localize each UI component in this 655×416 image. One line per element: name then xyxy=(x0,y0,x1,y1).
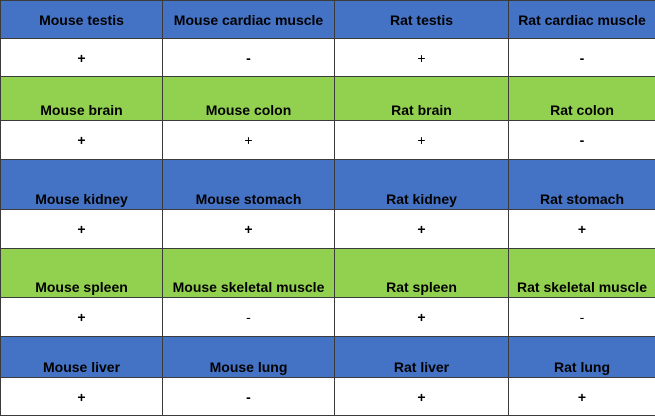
tissue-label: Mouse skeletal muscle xyxy=(163,249,335,298)
expression-value: + xyxy=(335,121,509,160)
tissue-label: Rat skeletal muscle xyxy=(509,249,655,298)
tissue-label: Rat spleen xyxy=(335,249,509,298)
expression-value: + xyxy=(335,39,509,77)
label-row-1: Mouse testis Mouse cardiac muscle Rat te… xyxy=(1,1,655,39)
expression-value: + xyxy=(1,378,163,416)
tissue-label: Rat brain xyxy=(335,77,509,121)
expression-value: + xyxy=(335,378,509,416)
expression-value: + xyxy=(509,378,655,416)
tissue-label: Rat stomach xyxy=(509,160,655,210)
tissue-label: Rat kidney xyxy=(335,160,509,210)
tissue-label: Mouse brain xyxy=(1,77,163,121)
tissue-label: Mouse spleen xyxy=(1,249,163,298)
label-row-4: Mouse spleen Mouse skeletal muscle Rat s… xyxy=(1,249,655,298)
label-row-3: Mouse kidney Mouse stomach Rat kidney Ra… xyxy=(1,160,655,210)
value-row-4: + - + - xyxy=(1,298,655,337)
tissue-label: Mouse stomach xyxy=(163,160,335,210)
expression-value: + xyxy=(1,121,163,160)
tissue-label: Mouse lung xyxy=(163,337,335,378)
expression-value: - xyxy=(163,39,335,77)
expression-value: - xyxy=(509,121,655,160)
tissue-label: Rat cardiac muscle xyxy=(509,1,655,39)
tissue-label: Rat testis xyxy=(335,1,509,39)
value-row-2: + + + - xyxy=(1,121,655,160)
tissue-label: Mouse colon xyxy=(163,77,335,121)
value-row-5: + - + + xyxy=(1,378,655,416)
expression-value: + xyxy=(1,298,163,337)
tissue-label: Mouse liver xyxy=(1,337,163,378)
tissue-label: Rat lung xyxy=(509,337,655,378)
expression-value: + xyxy=(1,39,163,77)
label-row-5: Mouse liver Mouse lung Rat liver Rat lun… xyxy=(1,337,655,378)
tissue-label: Mouse kidney xyxy=(1,160,163,210)
value-row-3: + + + + xyxy=(1,210,655,249)
tissue-label: Mouse testis xyxy=(1,1,163,39)
value-row-1: + - + - xyxy=(1,39,655,77)
expression-value: + xyxy=(163,210,335,249)
expression-value: - xyxy=(509,298,655,337)
expression-value: + xyxy=(163,121,335,160)
expression-value: + xyxy=(335,298,509,337)
tissue-label: Mouse cardiac muscle xyxy=(163,1,335,39)
expression-value: - xyxy=(509,39,655,77)
tissue-label: Rat colon xyxy=(509,77,655,121)
expression-value: - xyxy=(163,378,335,416)
expression-value: + xyxy=(335,210,509,249)
label-row-2: Mouse brain Mouse colon Rat brain Rat co… xyxy=(1,77,655,121)
expression-value: - xyxy=(163,298,335,337)
expression-value: + xyxy=(1,210,163,249)
tissue-label: Rat liver xyxy=(335,337,509,378)
expression-value: + xyxy=(509,210,655,249)
